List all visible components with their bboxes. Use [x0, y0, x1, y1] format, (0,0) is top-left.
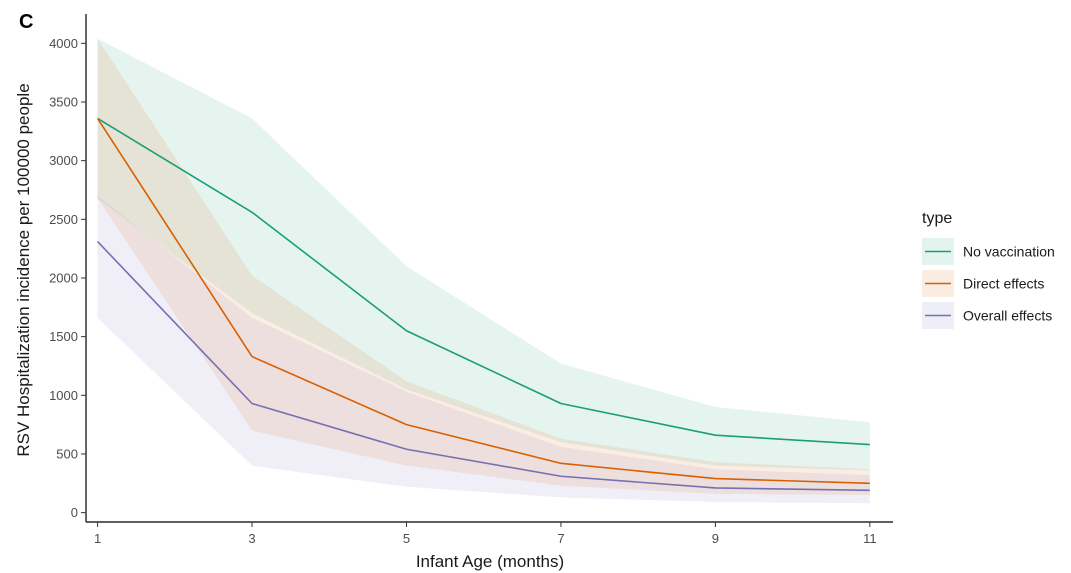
panel-label: C	[19, 11, 33, 33]
legend-label-overall-effects: Overall effects	[963, 308, 1052, 324]
x-tick-label: 7	[557, 531, 564, 546]
y-tick-label: 2500	[49, 212, 78, 227]
legend-item-overall-effects: Overall effects	[922, 302, 1052, 329]
x-tick-label: 5	[403, 531, 410, 546]
y-tick-label: 3500	[49, 94, 78, 109]
x-tick-label: 11	[863, 531, 877, 546]
legend-item-no-vaccination: No vaccination	[922, 238, 1055, 265]
y-tick-label: 1500	[49, 329, 78, 344]
y-tick-label: 3000	[49, 153, 78, 168]
y-tick-label: 500	[56, 446, 78, 461]
x-tick-label: 3	[248, 531, 255, 546]
y-tick-label: 2000	[49, 270, 78, 285]
x-axis-title: Infant Age (months)	[416, 552, 564, 571]
x-tick-label: 1	[94, 531, 101, 546]
legend-item-direct-effects: Direct effects	[922, 270, 1044, 297]
x-tick-label: 9	[712, 531, 719, 546]
x-ticks: 1 3 5 7 9 11	[94, 522, 877, 546]
legend-label-direct-effects: Direct effects	[963, 276, 1044, 292]
confidence-bands	[98, 39, 870, 504]
y-tick-label: 1000	[49, 388, 78, 403]
legend-label-no-vaccination: No vaccination	[963, 244, 1055, 260]
legend-title: type	[922, 210, 952, 227]
legend: type No vaccination Direct effects Overall…	[922, 210, 1055, 329]
y-axis-title: RSV Hospitalization incidence per 100000…	[14, 83, 33, 456]
y-tick-label: 4000	[49, 36, 78, 51]
y-ticks: 0 500 1000 1500 2000 2500 3000 3500 4000	[49, 36, 86, 520]
y-tick-label: 0	[71, 505, 78, 520]
